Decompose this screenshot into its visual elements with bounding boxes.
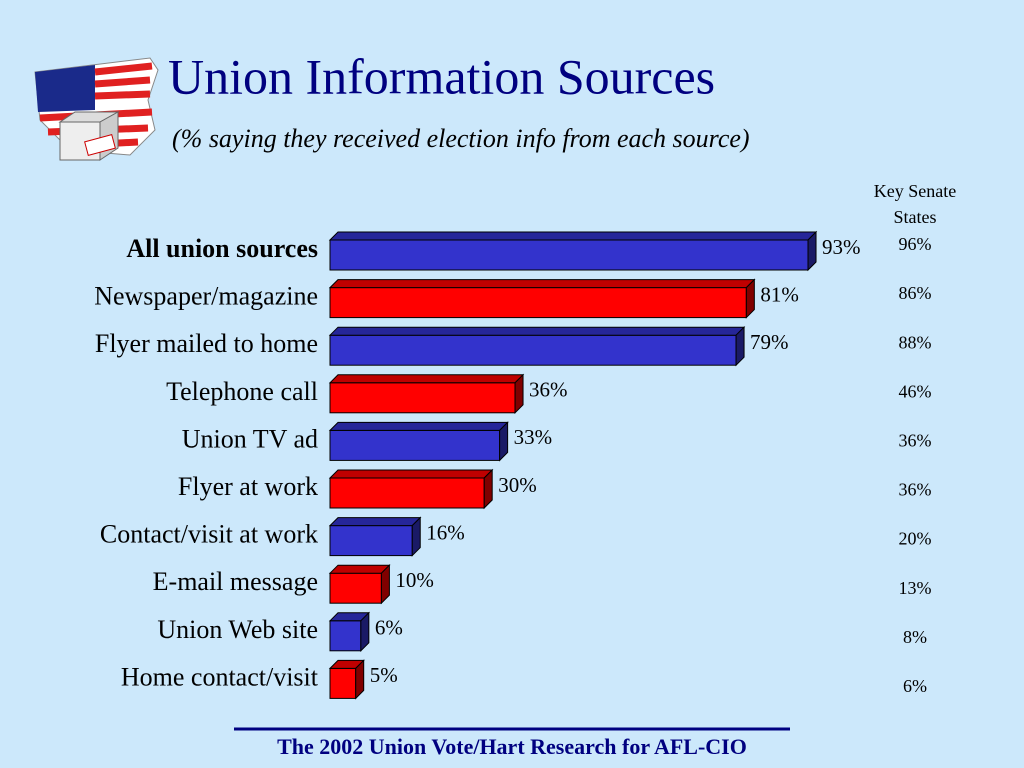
secondary-value-label: 8% [903,627,927,647]
bar-side [355,659,365,700]
bar-side [380,563,390,605]
bar [328,278,756,319]
bar [328,373,525,415]
secondary-value-label: 13% [899,578,932,598]
chart-title: Union Information Sources [168,48,715,104]
value-label: 10% [395,568,434,592]
bar-side [499,421,509,462]
bar [328,516,422,557]
bar-face [329,525,413,557]
category-label: Union TV ad [182,424,318,453]
bar-face [329,287,747,319]
source-note: The 2002 Union Vote/Hart Research for AF… [277,734,747,759]
bar [328,421,509,462]
secondary-value-label: 88% [899,332,932,352]
bar-face [329,477,485,509]
bar-side [735,325,745,367]
value-label: 5% [370,663,398,687]
value-label: 93% [822,235,861,259]
category-label: Contact/visit at work [100,520,318,549]
value-label: 16% [426,520,465,544]
bar-face [329,429,501,461]
bar [328,659,365,700]
category-label: Home contact/visit [121,662,319,691]
bar-side [745,278,755,319]
value-label: 79% [750,330,789,354]
bar-top [328,374,525,384]
secondary-value-label: 36% [899,480,932,500]
bar-top [328,469,494,479]
bar-side [514,373,524,415]
bar-face [329,667,357,699]
category-label: Flyer mailed to home [95,329,318,358]
bar [328,325,746,367]
bar-side [360,611,370,653]
secondary-value-label: 86% [899,283,932,303]
secondary-value-label: 36% [899,431,932,451]
category-label: Newspaper/magazine [94,282,318,311]
bar-face [329,620,362,652]
flag-ballot-icon [34,57,159,161]
bar-side [807,230,817,272]
value-label: 6% [375,616,403,640]
secondary-value-label: 6% [903,676,927,696]
bar [328,611,371,653]
bar [328,563,391,605]
value-label: 30% [498,473,537,497]
category-label: E-mail message [153,567,318,596]
bar-face [329,382,516,414]
secondary-column-title: Key Senate States [873,181,957,227]
bar-top [328,517,422,527]
bar-side [483,468,493,510]
bar-top [328,279,756,289]
chart-subtitle: (% saying they received election info fr… [172,124,750,153]
secondary-value-label: 20% [899,529,932,549]
value-label: 36% [529,378,568,402]
secondary-value-label: 96% [899,234,932,254]
bar-face [329,334,737,366]
bar [328,230,818,272]
secondary-value-label: 46% [899,381,932,401]
bar-top [328,231,818,241]
category-label: Flyer at work [178,472,318,501]
category-label: All union sources [126,234,318,263]
value-label: 33% [514,425,553,449]
category-label: Telephone call [166,377,318,406]
category-label: Union Web site [157,615,318,644]
bar-top [328,421,509,431]
value-label: 81% [760,282,799,306]
bar-top [328,326,746,336]
bar [328,468,494,510]
bar-top [328,564,391,574]
bar-face [329,239,809,271]
bar-side [411,516,421,557]
bar-face [329,572,382,604]
secondary-title-box: Key Senate States [873,181,957,227]
